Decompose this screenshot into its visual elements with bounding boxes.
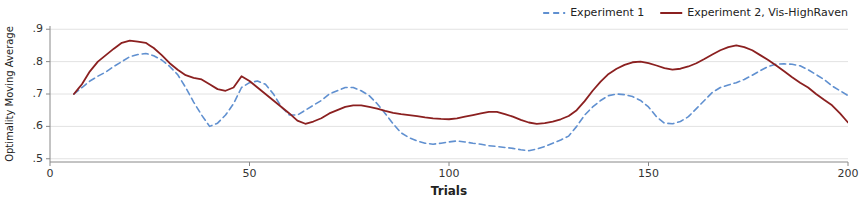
page: {"chart_data": { "type": "line", "xlabel… — [0, 0, 866, 200]
y-tick-label: .9 — [33, 22, 44, 35]
y-tick-label: .6 — [33, 119, 44, 132]
grid-line — [50, 94, 848, 95]
y-tick — [46, 158, 50, 159]
y-tick-label: .5 — [33, 152, 44, 165]
grid-line — [50, 29, 848, 30]
legend: Experiment 1 Experiment 2, Vis-HighRaven — [543, 6, 848, 19]
series-line — [74, 41, 848, 124]
y-tick-label: .8 — [33, 55, 44, 68]
x-tick — [50, 162, 51, 166]
y-tick-label: .7 — [33, 87, 44, 100]
y-tick — [46, 29, 50, 30]
x-tick — [848, 162, 849, 166]
x-tick-label: 0 — [47, 167, 54, 180]
y-axis-label: Optimality Moving Average — [4, 26, 15, 162]
series-line — [74, 54, 848, 151]
y-tick — [46, 94, 50, 95]
legend-item: Experiment 2, Vis-HighRaven — [660, 6, 848, 19]
legend-swatch — [660, 12, 682, 14]
axes: .5 .6 .7 .8 .9 0 50 100 150 200 — [33, 22, 859, 180]
x-tick — [249, 162, 250, 166]
y-tick — [46, 126, 50, 127]
grid-line — [50, 158, 848, 159]
grid — [50, 29, 848, 159]
x-tick-label: 200 — [838, 167, 859, 180]
plot-area — [74, 41, 848, 151]
legend-label: Experiment 1 — [570, 6, 644, 19]
grid-line — [50, 126, 848, 127]
legend-swatch — [543, 12, 565, 14]
x-tick — [648, 162, 649, 166]
x-tick-label: 100 — [439, 167, 460, 180]
x-axis-label: Trials — [431, 184, 467, 198]
chart: .5 .6 .7 .8 .9 0 50 100 150 200 Trials Optimality M… — [0, 0, 866, 200]
legend-label: Experiment 2, Vis-HighRaven — [687, 6, 848, 19]
x-tick-label: 150 — [638, 167, 659, 180]
x-tick-label: 50 — [243, 167, 257, 180]
x-tick — [449, 162, 450, 166]
legend-item: Experiment 1 — [543, 6, 644, 19]
y-tick — [46, 61, 50, 62]
